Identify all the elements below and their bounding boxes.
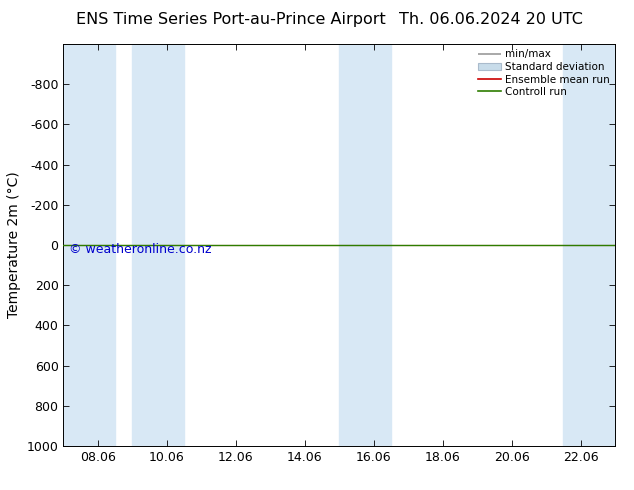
Text: ENS Time Series Port-au-Prince Airport: ENS Time Series Port-au-Prince Airport: [76, 12, 386, 27]
Legend: min/max, Standard deviation, Ensemble mean run, Controll run: min/max, Standard deviation, Ensemble me…: [476, 47, 612, 99]
Text: Th. 06.06.2024 20 UTC: Th. 06.06.2024 20 UTC: [399, 12, 583, 27]
Bar: [133, 44, 184, 446]
Bar: [339, 44, 391, 446]
Bar: [63, 44, 115, 446]
Y-axis label: Temperature 2m (°C): Temperature 2m (°C): [7, 172, 21, 318]
Bar: [563, 44, 615, 446]
Text: © weatheronline.co.nz: © weatheronline.co.nz: [69, 243, 211, 256]
